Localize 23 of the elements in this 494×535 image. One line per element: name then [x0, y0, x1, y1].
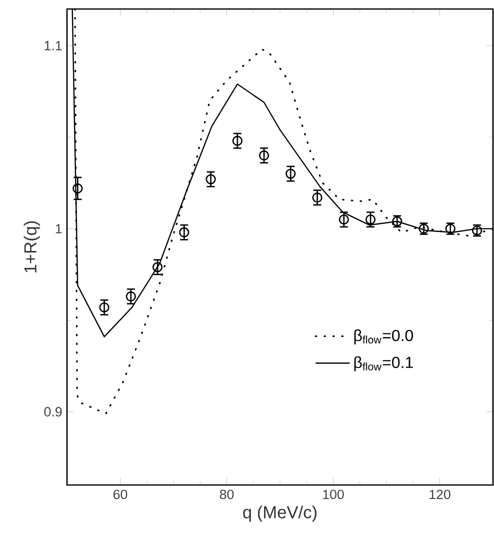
point	[206, 174, 216, 184]
y-tick-label: 1	[56, 224, 62, 234]
point	[365, 214, 376, 225]
x-tick-label: 60	[114, 490, 128, 500]
x-tick-label: 80	[220, 490, 234, 500]
point	[286, 168, 296, 179]
x-axis-title: q (MeV/c)	[243, 506, 316, 522]
x-tick-label: 120	[430, 490, 450, 500]
point	[258, 150, 270, 161]
x-tick-label: 100	[323, 490, 344, 500]
y-tick-label: 0.9	[44, 407, 62, 416]
point	[232, 136, 242, 146]
legend-label: β$_{flow}$=0.0	[354, 329, 414, 344]
point	[99, 302, 110, 312]
point	[126, 291, 136, 302]
point	[312, 192, 322, 203]
point	[179, 227, 190, 238]
point	[338, 214, 349, 225]
legend-label: β$_{flow}$=0.1	[354, 356, 413, 372]
y-tick-label: 1.1	[44, 41, 62, 50]
point	[72, 183, 83, 194]
point	[152, 262, 163, 272]
y-axis-title: 1+R(q)	[24, 221, 40, 272]
